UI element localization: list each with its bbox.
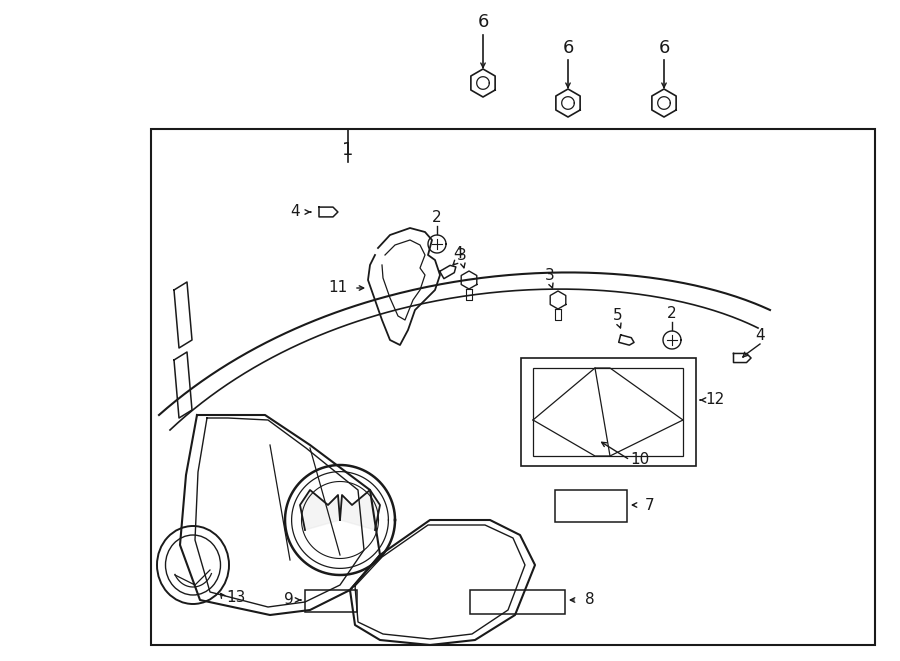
Text: 4: 4 <box>290 204 300 219</box>
Text: 6: 6 <box>562 39 573 57</box>
Text: 4: 4 <box>454 247 463 262</box>
Text: 8: 8 <box>585 592 595 607</box>
Text: 3: 3 <box>457 249 467 264</box>
Text: 9: 9 <box>284 592 294 607</box>
Polygon shape <box>340 490 380 530</box>
Text: 11: 11 <box>328 280 347 295</box>
Text: 13: 13 <box>226 590 246 605</box>
Text: 12: 12 <box>706 393 724 407</box>
Text: 7: 7 <box>645 498 655 512</box>
Bar <box>555 490 627 522</box>
Text: 4: 4 <box>755 329 765 344</box>
Text: 10: 10 <box>630 453 650 467</box>
Bar <box>470 590 565 614</box>
Text: 6: 6 <box>477 13 489 31</box>
Text: 2: 2 <box>432 210 442 225</box>
Bar <box>305 590 357 612</box>
Bar <box>151 129 875 645</box>
Bar <box>521 358 696 466</box>
Bar <box>533 368 683 456</box>
Text: 2: 2 <box>667 307 677 321</box>
Text: 1: 1 <box>342 141 354 159</box>
Text: 3: 3 <box>545 268 555 284</box>
Text: 5: 5 <box>613 309 623 323</box>
Text: 6: 6 <box>658 39 670 57</box>
Polygon shape <box>300 490 340 530</box>
